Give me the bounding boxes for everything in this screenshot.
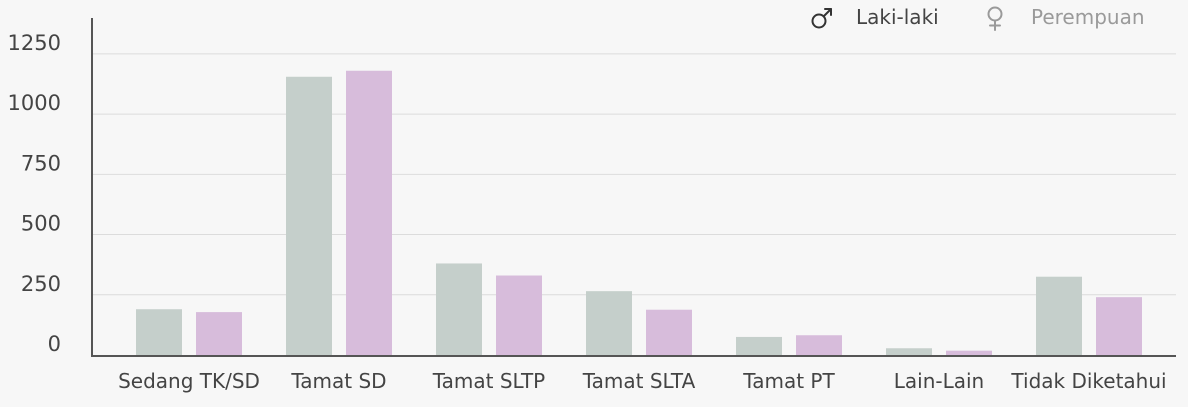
y-tick-label: 500 xyxy=(21,212,61,236)
bar xyxy=(736,336,782,355)
bar xyxy=(496,275,542,355)
legend-item[interactable]: Perempuan xyxy=(987,5,1145,31)
bar xyxy=(346,70,392,355)
x-tick-label: Tamat SD xyxy=(290,369,386,393)
y-tick-label: 1000 xyxy=(8,91,61,115)
legend-label: Perempuan xyxy=(1031,5,1145,29)
x-tick-label: Tamat SLTP xyxy=(432,369,545,393)
bar xyxy=(646,309,692,355)
y-tick-label: 1250 xyxy=(8,31,61,55)
bar xyxy=(436,263,482,355)
legend: Laki-laki Perempuan xyxy=(811,5,1145,31)
y-tick-label: 250 xyxy=(21,272,61,296)
x-tick-label: Lain-Lain xyxy=(894,369,984,393)
bar xyxy=(286,76,332,355)
legend-label: Laki-laki xyxy=(856,5,939,29)
bar xyxy=(196,312,242,355)
x-tick-labels: Sedang TK/SD Tamat SD Tamat SLTP Tamat SLTA… xyxy=(118,369,1167,393)
x-tick-label: Sedang TK/SD xyxy=(118,369,260,393)
y-tick-labels: 0 250 500 750 1000 1250 xyxy=(8,31,61,356)
bar xyxy=(946,350,992,355)
bar xyxy=(1096,297,1142,355)
y-tick-label: 750 xyxy=(21,151,61,175)
x-tick-label: Tamat SLTA xyxy=(582,369,696,393)
grid-lines xyxy=(92,53,1176,296)
legend-item[interactable]: Laki-laki xyxy=(811,5,939,29)
bar xyxy=(136,309,182,355)
bar xyxy=(1036,276,1082,355)
bar xyxy=(796,335,842,355)
bars xyxy=(136,70,1142,355)
x-tick-label: Tidak Diketahui xyxy=(1010,369,1166,393)
y-tick-label: 0 xyxy=(48,332,61,356)
bar xyxy=(586,291,632,355)
female-symbol-icon xyxy=(987,6,1003,31)
male-symbol-icon xyxy=(811,8,832,29)
axes xyxy=(91,18,1176,357)
bar xyxy=(886,348,932,355)
x-tick-label: Tamat PT xyxy=(742,369,835,393)
